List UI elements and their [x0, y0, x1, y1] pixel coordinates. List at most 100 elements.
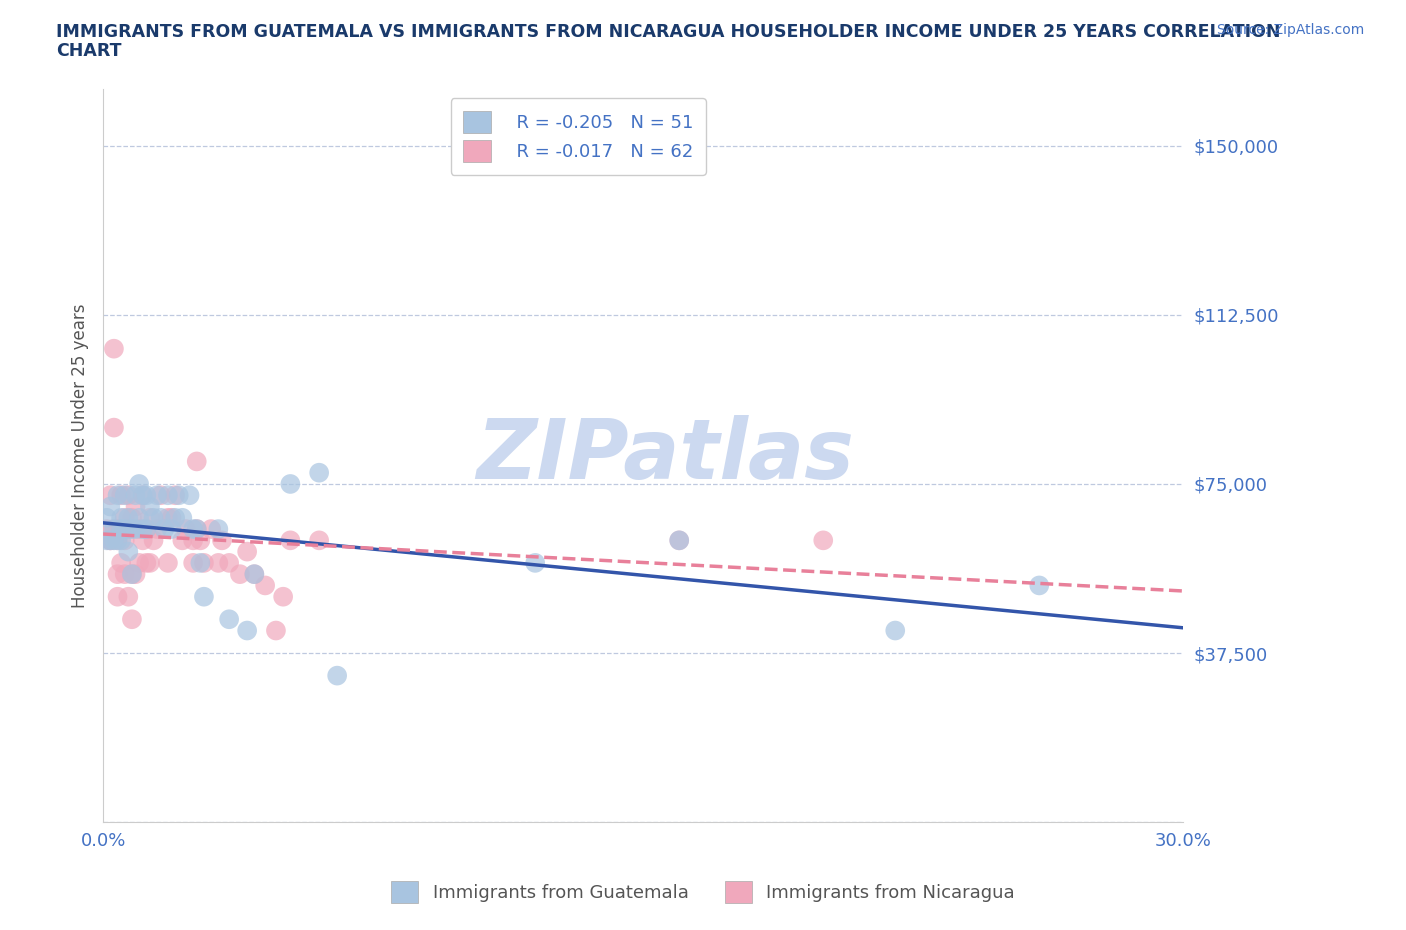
Point	[96, 522, 118, 537]
Point	[135, 555, 157, 570]
Point	[117, 544, 139, 559]
Point	[110, 522, 132, 537]
Point	[132, 533, 155, 548]
Point	[181, 522, 204, 537]
Point	[200, 522, 222, 537]
Point	[813, 533, 835, 548]
Point	[271, 590, 294, 604]
Point	[264, 623, 287, 638]
Point	[193, 555, 215, 570]
Point	[218, 612, 240, 627]
Point	[117, 590, 139, 604]
Point	[156, 488, 179, 503]
Point	[884, 623, 907, 638]
Point	[98, 499, 121, 514]
Point	[114, 522, 136, 537]
Point	[124, 522, 146, 537]
Point	[280, 476, 302, 491]
Point	[229, 566, 252, 581]
Point	[524, 555, 547, 570]
Point	[172, 533, 194, 548]
Text: Source: ZipAtlas.com: Source: ZipAtlas.com	[1216, 23, 1364, 37]
Point	[188, 555, 211, 570]
Point	[193, 590, 215, 604]
Point	[128, 555, 150, 570]
Point	[308, 465, 330, 480]
Point	[114, 488, 136, 503]
Point	[114, 533, 136, 548]
Point	[107, 566, 129, 581]
Point	[128, 476, 150, 491]
Point	[103, 341, 125, 356]
Point	[121, 566, 143, 581]
Text: CHART: CHART	[56, 42, 122, 60]
Point	[1028, 578, 1050, 592]
Point	[96, 533, 118, 548]
Point	[243, 566, 266, 581]
Point	[207, 555, 229, 570]
Point	[121, 566, 143, 581]
Point	[174, 522, 197, 537]
Text: IMMIGRANTS FROM GUATEMALA VS IMMIGRANTS FROM NICARAGUA HOUSEHOLDER INCOME UNDER : IMMIGRANTS FROM GUATEMALA VS IMMIGRANTS …	[56, 23, 1281, 41]
Point	[135, 522, 157, 537]
Point	[114, 511, 136, 525]
Point	[110, 488, 132, 503]
Point	[179, 488, 201, 503]
Point	[107, 522, 129, 537]
Point	[139, 499, 162, 514]
Point	[149, 511, 172, 525]
Point	[280, 533, 302, 548]
Point	[146, 488, 169, 503]
Point	[139, 555, 162, 570]
Point	[98, 533, 121, 548]
Point	[96, 511, 118, 525]
Point	[149, 488, 172, 503]
Point	[165, 488, 187, 503]
Point	[107, 533, 129, 548]
Point	[211, 533, 233, 548]
Point	[186, 522, 208, 537]
Point	[121, 522, 143, 537]
Point	[186, 454, 208, 469]
Point	[236, 623, 259, 638]
Point	[98, 533, 121, 548]
Point	[110, 511, 132, 525]
Point	[207, 522, 229, 537]
Point	[160, 511, 183, 525]
Point	[668, 533, 690, 548]
Point	[308, 533, 330, 548]
Point	[181, 533, 204, 548]
Point	[110, 555, 132, 570]
Point	[142, 533, 165, 548]
Point	[128, 522, 150, 537]
Point	[160, 522, 183, 537]
Text: ZIPatlas: ZIPatlas	[475, 416, 853, 497]
Point	[135, 522, 157, 537]
Point	[181, 555, 204, 570]
Point	[186, 522, 208, 537]
Point	[153, 522, 176, 537]
Point	[165, 511, 187, 525]
Point	[110, 522, 132, 537]
Point	[114, 566, 136, 581]
Point	[139, 511, 162, 525]
Point	[117, 522, 139, 537]
Point	[188, 533, 211, 548]
Point	[103, 420, 125, 435]
Point	[121, 511, 143, 525]
Point	[254, 578, 277, 592]
Point	[124, 499, 146, 514]
Point	[132, 488, 155, 503]
Point	[107, 590, 129, 604]
Point	[243, 566, 266, 581]
Legend:   R = -0.205   N = 51,   R = -0.017   N = 62: R = -0.205 N = 51, R = -0.017 N = 62	[451, 99, 706, 175]
Legend: Immigrants from Guatemala, Immigrants from Nicaragua: Immigrants from Guatemala, Immigrants fr…	[382, 871, 1024, 911]
Point	[135, 488, 157, 503]
Point	[117, 488, 139, 503]
Point	[236, 544, 259, 559]
Point	[121, 612, 143, 627]
Point	[668, 533, 690, 548]
Point	[124, 488, 146, 503]
Point	[167, 488, 190, 503]
Point	[110, 533, 132, 548]
